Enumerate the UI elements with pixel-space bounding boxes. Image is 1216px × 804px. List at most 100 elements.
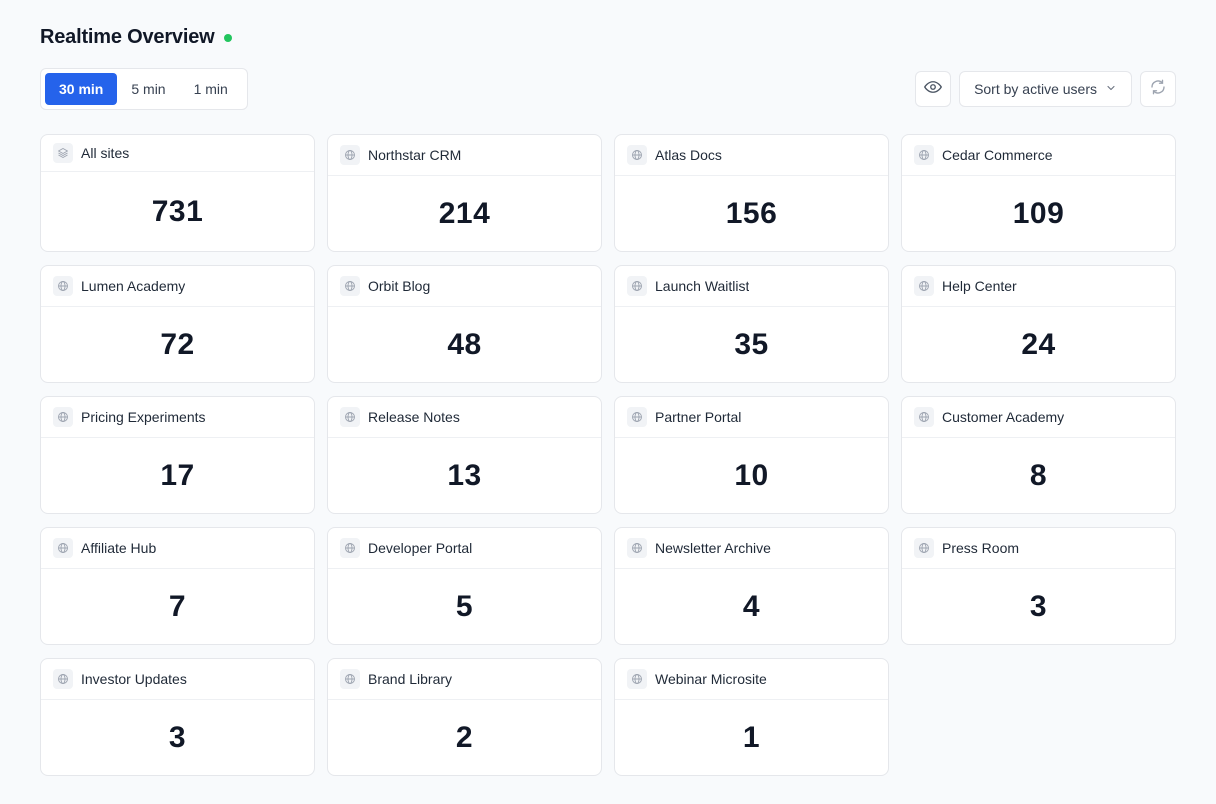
site-card[interactable]: Release Notes 13	[327, 396, 602, 514]
site-name: Newsletter Archive	[655, 540, 771, 556]
chevron-down-icon	[1105, 81, 1117, 97]
globe-icon	[914, 407, 934, 427]
active-users-count: 3	[1029, 589, 1048, 623]
site-name: Partner Portal	[655, 409, 742, 425]
site-name: Pricing Experiments	[81, 409, 206, 425]
active-users-count: 17	[160, 458, 195, 492]
globe-icon	[914, 538, 934, 558]
range-1-min-button[interactable]: 1 min	[180, 73, 242, 105]
site-card[interactable]: Cedar Commerce 109	[901, 134, 1176, 252]
site-card[interactable]: Help Center 24	[901, 265, 1176, 383]
globe-icon	[53, 407, 73, 427]
site-name: Release Notes	[368, 409, 460, 425]
active-users-count: 2	[455, 720, 474, 754]
site-name: Customer Academy	[942, 409, 1065, 425]
globe-icon	[914, 276, 934, 296]
site-card-header: Investor Updates	[41, 659, 314, 700]
site-name: All sites	[81, 145, 130, 161]
site-name: Northstar CRM	[368, 147, 462, 163]
active-users-count: 8	[1029, 458, 1048, 492]
site-card-header: Help Center	[902, 266, 1175, 307]
page-title: Realtime Overview	[40, 26, 215, 48]
eye-icon	[924, 78, 942, 101]
site-card-header: Northstar CRM	[328, 135, 601, 176]
globe-icon	[627, 538, 647, 558]
site-name: Cedar Commerce	[942, 147, 1053, 163]
site-card-header: Release Notes	[328, 397, 601, 438]
site-name: Atlas Docs	[655, 147, 722, 163]
site-name: Webinar Microsite	[655, 671, 767, 687]
globe-icon	[914, 145, 934, 165]
time-range-toggle: 30 min 5 min 1 min	[40, 68, 248, 110]
globe-icon	[627, 407, 647, 427]
site-card-header: Webinar Microsite	[615, 659, 888, 700]
site-card[interactable]: Lumen Academy 72	[40, 265, 315, 383]
site-card[interactable]: Investor Updates 3	[40, 658, 315, 776]
site-card-header: All sites	[41, 135, 314, 172]
site-card-header: Orbit Blog	[328, 266, 601, 307]
site-card-header: Newsletter Archive	[615, 528, 888, 569]
site-card-header: Partner Portal	[615, 397, 888, 438]
site-card-header: Press Room	[902, 528, 1175, 569]
site-card-header: Lumen Academy	[41, 266, 314, 307]
site-card[interactable]: All sites 731	[40, 134, 315, 252]
globe-icon	[627, 276, 647, 296]
active-users-count: 7	[168, 589, 187, 623]
sort-dropdown[interactable]: Sort by active users	[959, 71, 1132, 107]
site-name: Brand Library	[368, 671, 453, 687]
site-card[interactable]: Affiliate Hub 7	[40, 527, 315, 645]
page-header: Realtime Overview	[40, 26, 233, 49]
site-card-header: Cedar Commerce	[902, 135, 1175, 176]
active-users-count: 10	[734, 458, 769, 492]
active-users-count: 5	[455, 589, 474, 623]
site-card[interactable]: Developer Portal 5	[327, 527, 602, 645]
sort-label: Sort by active users	[974, 81, 1097, 97]
site-card-header: Affiliate Hub	[41, 528, 314, 569]
site-card[interactable]: Pricing Experiments 17	[40, 396, 315, 514]
globe-icon	[53, 276, 73, 296]
globe-icon	[340, 538, 360, 558]
site-name: Press Room	[942, 540, 1020, 556]
active-users-count: 48	[447, 327, 482, 361]
site-card[interactable]: Brand Library 2	[327, 658, 602, 776]
range-30-min-button[interactable]: 30 min	[45, 73, 118, 105]
site-card-header: Launch Waitlist	[615, 266, 888, 307]
site-card[interactable]: Webinar Microsite 1	[614, 658, 889, 776]
site-name: Lumen Academy	[81, 278, 186, 294]
site-card-header: Customer Academy	[902, 397, 1175, 438]
site-card[interactable]: Atlas Docs 156	[614, 134, 889, 252]
globe-icon	[627, 145, 647, 165]
globe-icon	[340, 145, 360, 165]
refresh-button[interactable]	[1140, 71, 1176, 107]
site-card[interactable]: Press Room 3	[901, 527, 1176, 645]
site-name: Orbit Blog	[368, 278, 431, 294]
site-name: Developer Portal	[368, 540, 473, 556]
globe-icon	[340, 669, 360, 689]
globe-icon	[53, 538, 73, 558]
site-name: Help Center	[942, 278, 1017, 294]
site-card[interactable]: Customer Academy 8	[901, 396, 1176, 514]
site-card[interactable]: Orbit Blog 48	[327, 265, 602, 383]
globe-icon	[340, 276, 360, 296]
active-users-count: 156	[725, 196, 778, 230]
site-card[interactable]: Partner Portal 10	[614, 396, 889, 514]
site-card[interactable]: Newsletter Archive 4	[614, 527, 889, 645]
site-card[interactable]: Launch Waitlist 35	[614, 265, 889, 383]
active-users-count: 3	[168, 720, 187, 754]
sites-grid: All sites 731 Northstar CRM 214 Atlas Docs 15…	[40, 134, 1176, 776]
active-users-count: 24	[1021, 327, 1056, 361]
active-users-count: 13	[447, 458, 482, 492]
active-users-count: 214	[438, 196, 491, 230]
refresh-icon	[1149, 78, 1167, 101]
active-users-count: 4	[742, 589, 761, 623]
active-users-count: 35	[734, 327, 769, 361]
site-name: Launch Waitlist	[655, 278, 750, 294]
site-name: Affiliate Hub	[81, 540, 157, 556]
active-users-count: 731	[151, 194, 204, 228]
site-card[interactable]: Northstar CRM 214	[327, 134, 602, 252]
site-name: Investor Updates	[81, 671, 187, 687]
toolbar: Sort by active users	[915, 71, 1176, 107]
visibility-toggle-button[interactable]	[915, 71, 952, 107]
range-5-min-button[interactable]: 5 min	[117, 73, 179, 105]
live-indicator	[224, 34, 233, 42]
